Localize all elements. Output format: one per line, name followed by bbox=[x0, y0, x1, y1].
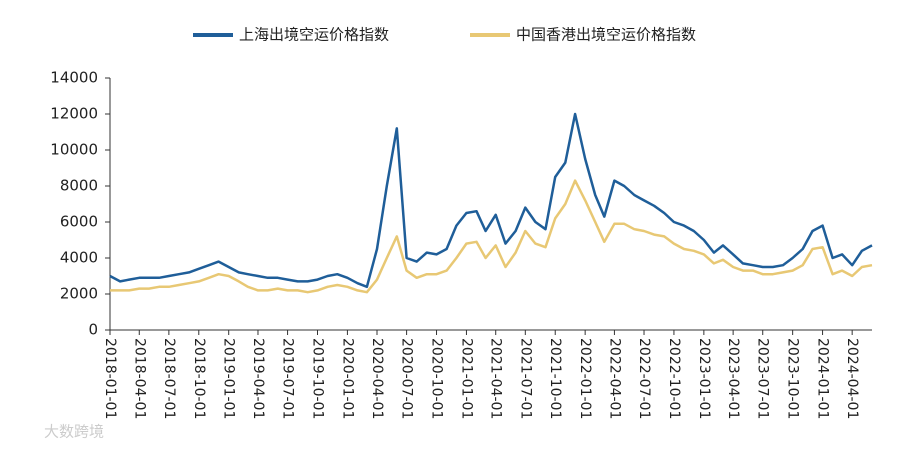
x-tick-label: 2024-04-01 bbox=[844, 338, 860, 419]
x-tick-label: 2018-01-01 bbox=[102, 338, 118, 419]
series-line bbox=[110, 179, 873, 294]
x-tick-label: 2023-07-01 bbox=[755, 338, 771, 419]
legend-label: 中国香港出境空运价格指数 bbox=[516, 26, 696, 44]
y-tick-label: 10000 bbox=[50, 141, 98, 159]
watermark: 大数跨境 bbox=[44, 423, 104, 441]
x-tick-label: 2020-10-01 bbox=[429, 338, 445, 419]
x-tick-label: 2019-01-01 bbox=[221, 338, 237, 419]
y-tick-label: 4000 bbox=[60, 249, 98, 267]
legend-label: 上海出境空运价格指数 bbox=[239, 26, 389, 44]
x-tick-label: 2021-04-01 bbox=[488, 338, 504, 419]
x-tick-label: 2021-01-01 bbox=[458, 338, 474, 419]
x-tick-label: 2021-10-01 bbox=[547, 338, 563, 419]
x-tick-label: 2024-01-01 bbox=[815, 338, 831, 419]
x-tick-label: 2023-10-01 bbox=[785, 338, 801, 419]
x-tick-label: 2022-01-01 bbox=[577, 338, 593, 419]
y-tick-label: 0 bbox=[88, 321, 98, 339]
x-tick-label: 2022-07-01 bbox=[636, 338, 652, 419]
x-tick-label: 2022-04-01 bbox=[606, 338, 622, 419]
series-line bbox=[109, 112, 873, 289]
x-tick-label: 2021-07-01 bbox=[517, 338, 533, 419]
y-tick-label: 6000 bbox=[60, 213, 98, 231]
x-tick-label: 2019-10-01 bbox=[309, 338, 325, 419]
x-tick-label: 2018-04-01 bbox=[131, 338, 147, 419]
x-tick-label: 2020-07-01 bbox=[399, 338, 415, 419]
x-tick-label: 2018-07-01 bbox=[161, 338, 177, 419]
x-tick-label: 2020-04-01 bbox=[369, 338, 385, 419]
x-tick-label: 2022-10-01 bbox=[666, 338, 682, 419]
y-tick-label: 12000 bbox=[50, 105, 98, 123]
y-tick-label: 8000 bbox=[60, 177, 98, 195]
x-tick-label: 2023-01-01 bbox=[696, 338, 712, 419]
x-tick-label: 2020-01-01 bbox=[339, 338, 355, 419]
x-tick-label: 2023-04-01 bbox=[725, 338, 741, 419]
x-tick-label: 2019-04-01 bbox=[250, 338, 266, 419]
y-tick-label: 2000 bbox=[60, 285, 98, 303]
y-tick-label: 14000 bbox=[50, 69, 98, 87]
x-tick-label: 2019-07-01 bbox=[280, 338, 296, 419]
x-tick-label: 2018-10-01 bbox=[191, 338, 207, 419]
